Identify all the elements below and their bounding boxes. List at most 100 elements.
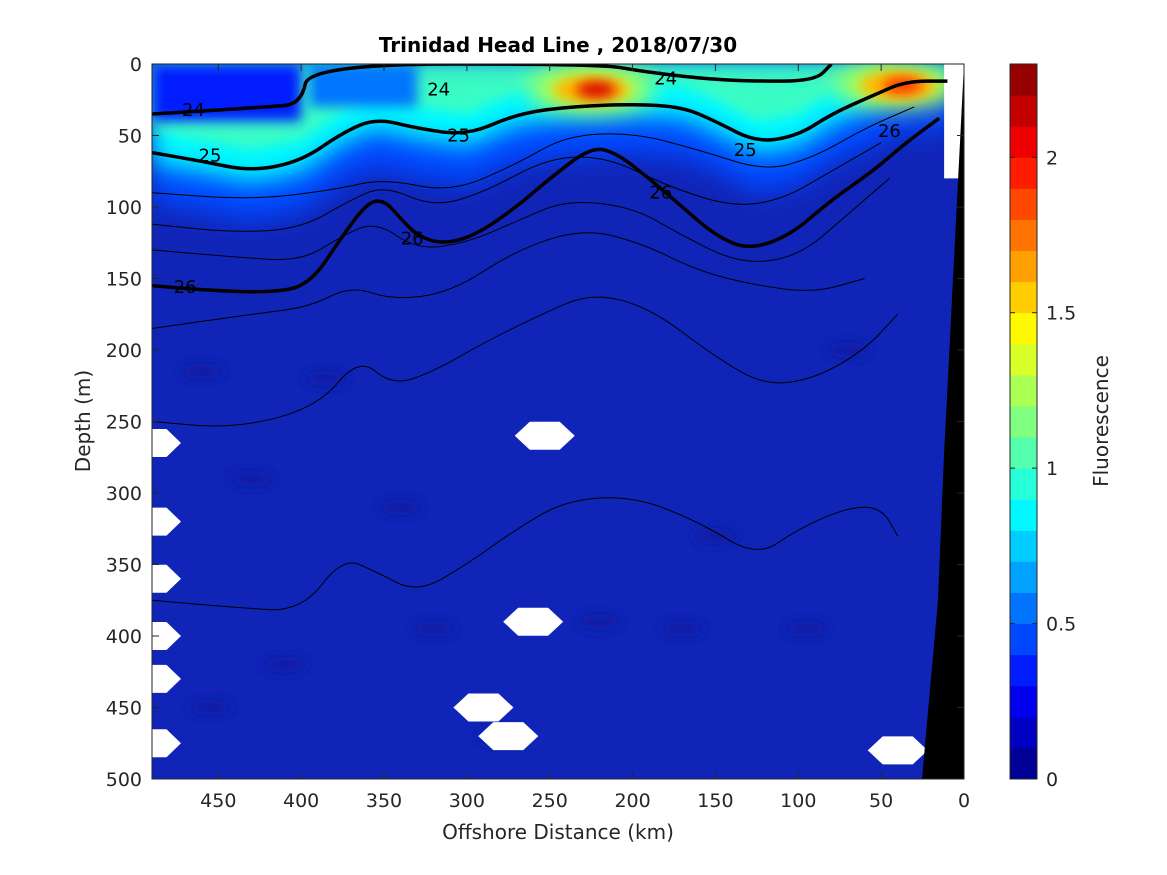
no-data-patch-4 — [867, 736, 928, 765]
y-tick-label-9: 450 — [106, 698, 142, 720]
colorbar-band-12 — [1010, 374, 1037, 407]
y-tick-label-3: 150 — [106, 269, 142, 291]
thin-contour-1 — [152, 142, 882, 232]
y-tick-label-10: 500 — [106, 769, 142, 791]
colorbar: 0 0.5 1 1.5 2 — [1009, 63, 1076, 791]
colorbar-band-6 — [1010, 561, 1037, 593]
colorbar-band-7 — [1010, 530, 1037, 562]
contour-label-3: 25 — [199, 146, 222, 167]
contour-labels: 24 24 24 25 25 25 26 26 26 26 — [174, 68, 901, 298]
no-data-patches — [152, 64, 964, 765]
colorbar-band-1 — [1010, 716, 1037, 749]
density-contour-25 — [152, 79, 948, 171]
x-tick-label-6: 150 — [697, 790, 733, 812]
edge-no-data-5 — [152, 729, 181, 758]
seafloor-mask — [922, 64, 964, 779]
contour-label-7: 26 — [401, 228, 424, 249]
nearshore-no-data — [944, 64, 964, 179]
colorbar-band-16 — [1010, 250, 1037, 283]
x-axis: 450 400 350 300 250 200 150 100 50 0 — [200, 64, 970, 812]
field-low-patch-10 — [826, 342, 870, 358]
colorbar-band-8 — [1010, 499, 1037, 531]
edge-no-data-3 — [152, 622, 181, 650]
y-axis: 0 50 100 150 200 250 300 350 400 450 500 — [106, 54, 964, 791]
field-low-patch-7 — [693, 527, 738, 544]
colorbar-band-20 — [1010, 126, 1037, 158]
y-axis-label: Depth (m) — [71, 370, 95, 472]
colorbar-band-19 — [1010, 157, 1037, 189]
field-low-patch-8 — [378, 499, 423, 516]
colorbar-band-13 — [1010, 343, 1037, 376]
x-tick-label-5: 200 — [614, 790, 650, 812]
colorbar-band-0 — [1010, 747, 1037, 780]
x-tick-label-3: 300 — [449, 790, 485, 812]
colorbar-band-2 — [1010, 685, 1037, 718]
thin-contours — [152, 106, 915, 611]
thin-contour-4 — [152, 296, 899, 427]
no-data-patch-3 — [478, 722, 539, 751]
colorbar-tick-label-3: 1.5 — [1046, 303, 1076, 325]
contour-label-6: 26 — [174, 277, 197, 298]
x-tick-label-8: 50 — [869, 790, 893, 812]
x-tick-label-9: 0 — [958, 790, 970, 812]
field-low-patch-1 — [304, 370, 348, 387]
colorbar-tick-label-2: 1 — [1046, 458, 1058, 480]
field-offshore-mid — [309, 64, 418, 107]
contour-label-5: 25 — [734, 140, 757, 161]
colorbar-tick-label-4: 2 — [1046, 147, 1058, 169]
x-tick-label-1: 400 — [283, 790, 319, 812]
contour-label-1: 24 — [427, 80, 450, 101]
contour-label-0: 24 — [182, 100, 205, 121]
edge-no-data-1 — [152, 507, 181, 536]
contour-label-4: 25 — [447, 126, 470, 147]
edge-no-data-2 — [152, 564, 181, 593]
density-contour-26 — [152, 116, 941, 294]
y-tick-label-8: 400 — [106, 626, 142, 648]
x-tick-label-2: 350 — [366, 790, 402, 812]
field-low-patch-11 — [577, 613, 622, 630]
colorbar-frame — [1009, 63, 1038, 780]
x-tick-label-4: 250 — [532, 790, 568, 812]
colorbar-tick-label-1: 0.5 — [1046, 614, 1076, 636]
field-low-patch-4 — [188, 699, 232, 716]
colorbar-band-3 — [1010, 654, 1037, 687]
chart-title: Trinidad Head Line , 2018/07/30 — [379, 33, 737, 57]
no-data-patch-2 — [453, 693, 514, 722]
x-tick-label-0: 450 — [200, 790, 236, 812]
colorbar-band-15 — [1010, 281, 1037, 314]
no-data-patch-1 — [503, 607, 564, 636]
no-data-patch-0 — [514, 421, 575, 450]
field-low-patch-2 — [411, 620, 456, 637]
edge-no-data-0 — [152, 428, 181, 457]
y-tick-label-7: 350 — [106, 555, 142, 577]
x-axis-label: Offshore Distance (km) — [442, 820, 674, 844]
thin-contour-5 — [152, 497, 899, 611]
y-tick-label-6: 300 — [106, 483, 142, 505]
field-low-patch-6 — [784, 620, 829, 637]
field-low-patch-12 — [262, 656, 307, 673]
y-tick-label-0: 0 — [130, 54, 142, 76]
contour-label-2: 24 — [654, 68, 677, 89]
colorbar-band-18 — [1010, 188, 1037, 220]
colorbar-band-10 — [1010, 437, 1037, 469]
thin-contour-3 — [152, 232, 865, 330]
colorbar-band-22 — [1010, 64, 1037, 96]
plot-area: 24 24 24 25 25 25 26 26 26 26 — [152, 64, 964, 779]
field-low-patch-5 — [660, 620, 705, 637]
bloom-core-0 — [576, 81, 617, 98]
colorbar-band-21 — [1010, 95, 1037, 127]
colorbar-band-17 — [1010, 219, 1037, 252]
colorbar-band-9 — [1010, 468, 1037, 500]
y-tick-label-2: 100 — [106, 197, 142, 219]
y-tick-label-5: 250 — [106, 412, 142, 434]
contour-label-8: 26 — [649, 183, 672, 204]
colorbar-band-11 — [1010, 405, 1037, 438]
thin-contour-0 — [152, 106, 915, 199]
field-low-patch-0 — [179, 363, 224, 380]
thin-contour-2 — [152, 178, 890, 262]
x-tick-label-7: 100 — [780, 790, 816, 812]
edge-no-data-4 — [152, 664, 181, 693]
colorbar-tick-label-0: 0 — [1046, 769, 1058, 791]
y-tick-label-1: 50 — [118, 126, 142, 148]
